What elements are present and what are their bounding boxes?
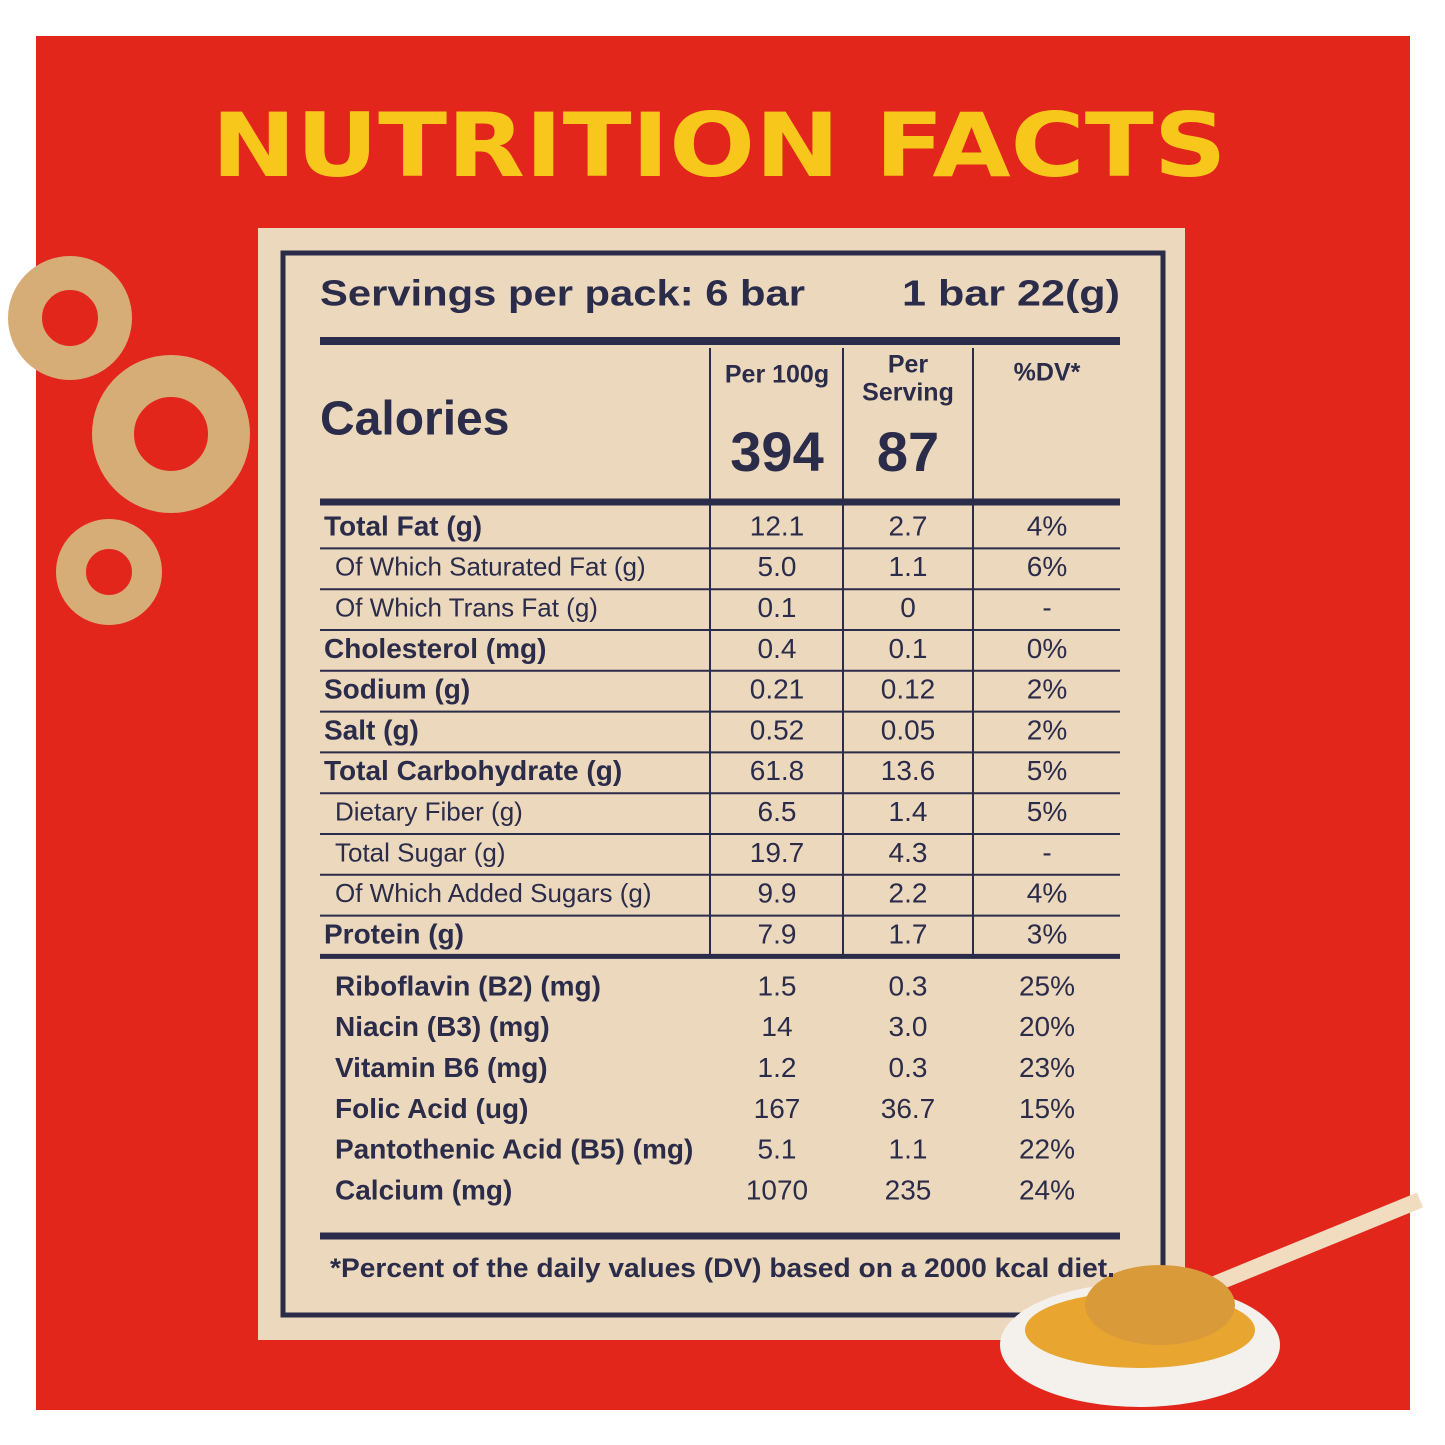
row-label: Sodium (g) [324,674,470,705]
row-value: 5% [1027,796,1067,827]
row-value: 1.4 [889,796,928,827]
calories-label: Calories [320,393,509,446]
row-label: Total Fat (g) [324,510,482,541]
row-value: 0.12 [881,674,936,705]
vitamin-value: 23% [1019,1052,1075,1083]
row-value: 4% [1027,510,1067,541]
servings: Servings per pack: 6 bar [320,273,805,314]
vitamin-value: 0.3 [889,1052,928,1083]
column-header: Per 100g [725,361,829,389]
row-value: 2.7 [889,510,928,541]
vitamin-value: 36.7 [881,1093,936,1124]
row-label: Salt (g) [324,714,419,745]
row-label: Of Which Added Sugars (g) [335,878,651,908]
row-value: 0.1 [758,592,797,623]
row-value: 6.5 [758,796,797,827]
row-value: 0.05 [881,714,936,745]
row-value: 12.1 [750,510,805,541]
row-value: 3% [1027,918,1067,949]
column-header: Serving [862,379,954,407]
vitamin-value: 20% [1019,1011,1075,1042]
row-value: 0.52 [750,714,805,745]
vitamin-value: 0.3 [889,970,928,1001]
row-value: 4% [1027,878,1067,909]
row-value: 0.21 [750,674,805,705]
row-value: - [1042,592,1051,623]
row-label: Protein (g) [324,918,464,949]
row-value: 5.0 [758,551,797,582]
row-value: 19.7 [750,837,805,868]
vitamin-value: 3.0 [889,1011,928,1042]
vitamin-value: 235 [885,1174,932,1205]
row-value: 0% [1027,633,1067,664]
row-value: 1.7 [889,918,928,949]
column-header: %DV* [1014,359,1081,387]
row-value: 7.9 [758,918,797,949]
row-value: 13.6 [881,755,936,786]
vitamin-label: Riboflavin (B2) (mg) [335,970,601,1001]
honey-decoration [1000,1192,1424,1407]
vitamin-value: 1.1 [889,1134,928,1165]
row-label: Dietary Fiber (g) [335,796,523,826]
vitamin-value: 167 [754,1093,801,1124]
row-value: - [1042,837,1051,868]
cereal-decoration [8,256,250,625]
vitamin-label: Pantothenic Acid (B5) (mg) [335,1134,693,1165]
vitamin-value: 14 [761,1011,792,1042]
vitamin-value: 22% [1019,1134,1075,1165]
row-value: 0.1 [889,633,928,664]
serving-size: 1 bar 22(g) [902,273,1120,314]
row-value: 5% [1027,755,1067,786]
row-label: Total Carbohydrate (g) [324,755,622,786]
row-label: Of Which Saturated Fat (g) [335,552,646,582]
row-value: 61.8 [750,755,805,786]
row-value: 2% [1027,674,1067,705]
nutrition-table: Servings per pack: 6 bar 1 bar 22(g) Per 1… [320,273,1120,1283]
card [258,228,1185,1340]
vitamin-value: 15% [1019,1093,1075,1124]
row-value: 1.1 [889,551,928,582]
vitamin-value: 24% [1019,1174,1075,1205]
vitamin-value: 1.5 [758,970,797,1001]
column-header: Per [888,351,929,379]
card-border [280,250,1166,1318]
row-value: 2% [1027,714,1067,745]
vitamin-label: Niacin (B3) (mg) [335,1011,550,1042]
row-value: 6% [1027,551,1067,582]
vitamin-value: 1070 [746,1174,808,1205]
row-value: 4.3 [889,837,928,868]
vitamin-label: Calcium (mg) [335,1174,512,1205]
row-value: 0 [900,592,916,623]
footnote: *Percent of the daily values (DV) based … [330,1253,1115,1283]
calories-value: 87 [877,420,939,483]
row-label: Total Sugar (g) [335,837,506,867]
row-value: 0.4 [758,633,797,664]
title: NUTRITION FACTS [212,94,1227,197]
vitamin-value: 1.2 [758,1052,797,1083]
calories-value: 394 [730,420,823,483]
row-label: Of Which Trans Fat (g) [335,592,598,622]
vitamin-label: Folic Acid (ug) [335,1093,528,1124]
vitamin-label: Vitamin B6 (mg) [335,1052,548,1083]
row-label: Cholesterol (mg) [324,633,546,664]
row-value: 2.2 [889,878,928,909]
row-value: 9.9 [758,878,797,909]
vitamin-value: 5.1 [758,1134,797,1165]
vitamin-value: 25% [1019,970,1075,1001]
